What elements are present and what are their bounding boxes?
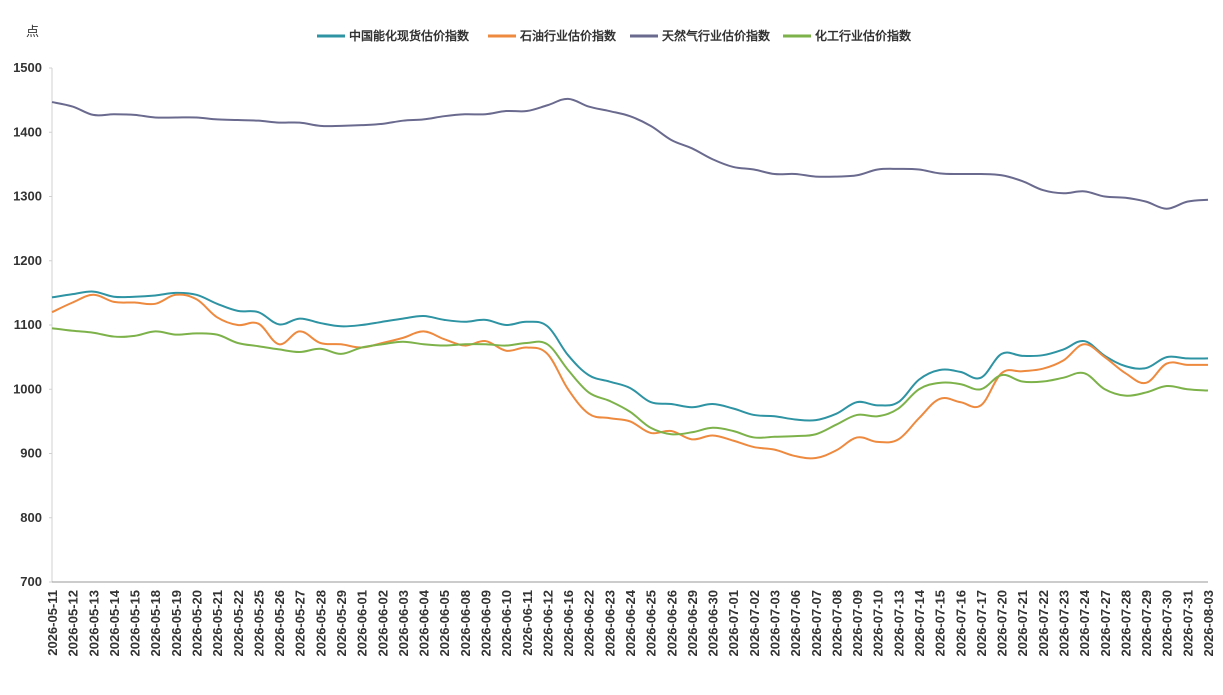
x-tick-label: 2026-06-12 — [540, 590, 555, 657]
y-tick-label: 800 — [20, 510, 42, 525]
x-tick-label: 2026-07-09 — [850, 590, 865, 657]
legend-label: 天然气行业估价指数 — [662, 28, 771, 43]
x-tick-label: 2026-07-10 — [871, 590, 886, 657]
y-tick-label: 1400 — [13, 124, 42, 139]
x-tick-label: 2026-05-19 — [169, 590, 184, 657]
x-tick-label: 2026-07-15 — [933, 590, 948, 657]
x-tick-label: 2026-06-29 — [685, 590, 700, 657]
x-tick-label: 2026-07-17 — [974, 590, 989, 657]
x-tick-label: 2026-08-03 — [1201, 590, 1216, 657]
x-tick-label: 2026-05-26 — [272, 590, 287, 657]
x-tick-label: 2026-07-07 — [809, 590, 824, 657]
x-tick-label: 2026-05-29 — [334, 590, 349, 657]
x-tick-label: 2026-07-31 — [1180, 590, 1195, 657]
y-axis-label: 点 — [26, 24, 39, 39]
x-tick-label: 2026-06-30 — [706, 590, 721, 657]
legend-label: 中国能化现货估价指数 — [349, 28, 470, 43]
x-tick-label: 2026-06-25 — [644, 590, 659, 657]
y-tick-label: 1100 — [14, 317, 42, 332]
x-tick-label: 2026-06-23 — [602, 590, 617, 657]
x-tick-label: 2026-05-25 — [251, 590, 266, 657]
x-tick-label: 2026-07-24 — [1077, 589, 1092, 656]
x-tick-label: 2026-06-05 — [437, 590, 452, 657]
x-tick-label: 2026-05-14 — [107, 589, 122, 656]
x-tick-label: 2026-06-24 — [623, 589, 638, 656]
x-tick-label: 2026-06-22 — [582, 590, 597, 657]
series-line — [51, 293, 1209, 460]
x-tick-label: 2026-06-04 — [417, 589, 432, 656]
x-tick-label: 2026-07-13 — [891, 590, 906, 657]
x-tick-label: 2026-07-27 — [1098, 590, 1113, 657]
y-tick-label: 1000 — [13, 381, 42, 396]
y-tick-label: 1500 — [13, 60, 42, 75]
x-tick-label: 2026-07-29 — [1139, 590, 1154, 657]
x-tick-label: 2026-05-11 — [45, 590, 60, 656]
y-tick-label: 1200 — [13, 253, 42, 268]
x-tick-label: 2026-07-21 — [1015, 590, 1030, 657]
x-tick-label: 2026-05-18 — [148, 590, 163, 657]
x-tick-label: 2026-06-02 — [375, 590, 390, 657]
x-tick-label: 2026-06-09 — [479, 590, 494, 657]
x-tick-label: 2026-05-27 — [293, 590, 308, 657]
x-tick-label: 2026-06-16 — [561, 590, 576, 657]
x-tick-label: 2026-05-22 — [231, 590, 246, 657]
x-tick-label: 2026-07-08 — [829, 590, 844, 657]
x-tick-label: 2026-07-23 — [1057, 590, 1072, 657]
legend-label: 石油行业估价指数 — [519, 28, 617, 43]
x-tick-label: 2026-06-26 — [664, 590, 679, 657]
y-tick-label: 1300 — [13, 189, 42, 204]
legend-label: 化工行业估价指数 — [815, 28, 912, 43]
x-tick-label: 2026-06-11 — [520, 590, 535, 656]
x-tick-label: 2026-05-12 — [66, 590, 81, 657]
x-tick-label: 2026-05-15 — [128, 590, 143, 657]
x-tick-label: 2026-07-22 — [1036, 590, 1051, 657]
x-tick-label: 2026-07-16 — [953, 590, 968, 657]
series-line — [51, 97, 1209, 210]
x-tick-label: 2026-07-01 — [726, 590, 741, 657]
x-tick-label: 2026-07-28 — [1118, 590, 1133, 657]
x-tick-label: 2026-06-10 — [499, 590, 514, 657]
x-tick-label: 2026-06-08 — [458, 590, 473, 657]
x-tick-label: 2026-05-28 — [313, 590, 328, 657]
series-line — [51, 327, 1209, 439]
x-tick-label: 2026-07-02 — [747, 590, 762, 657]
x-tick-label: 2026-05-21 — [210, 590, 225, 657]
x-tick-label: 2026-07-06 — [788, 590, 803, 657]
x-tick-label: 2026-05-13 — [86, 590, 101, 657]
x-tick-label: 2026-06-01 — [355, 590, 370, 657]
x-tick-label: 2026-07-14 — [912, 589, 927, 656]
x-tick-label: 2026-06-03 — [396, 590, 411, 657]
x-tick-label: 2026-07-03 — [768, 590, 783, 657]
series-line — [51, 290, 1209, 422]
x-tick-label: 2026-05-20 — [190, 590, 205, 657]
x-tick-label: 2026-07-20 — [995, 590, 1010, 657]
y-tick-label: 700 — [20, 574, 42, 589]
y-tick-label: 900 — [20, 446, 42, 461]
x-tick-label: 2026-07-30 — [1160, 590, 1175, 657]
